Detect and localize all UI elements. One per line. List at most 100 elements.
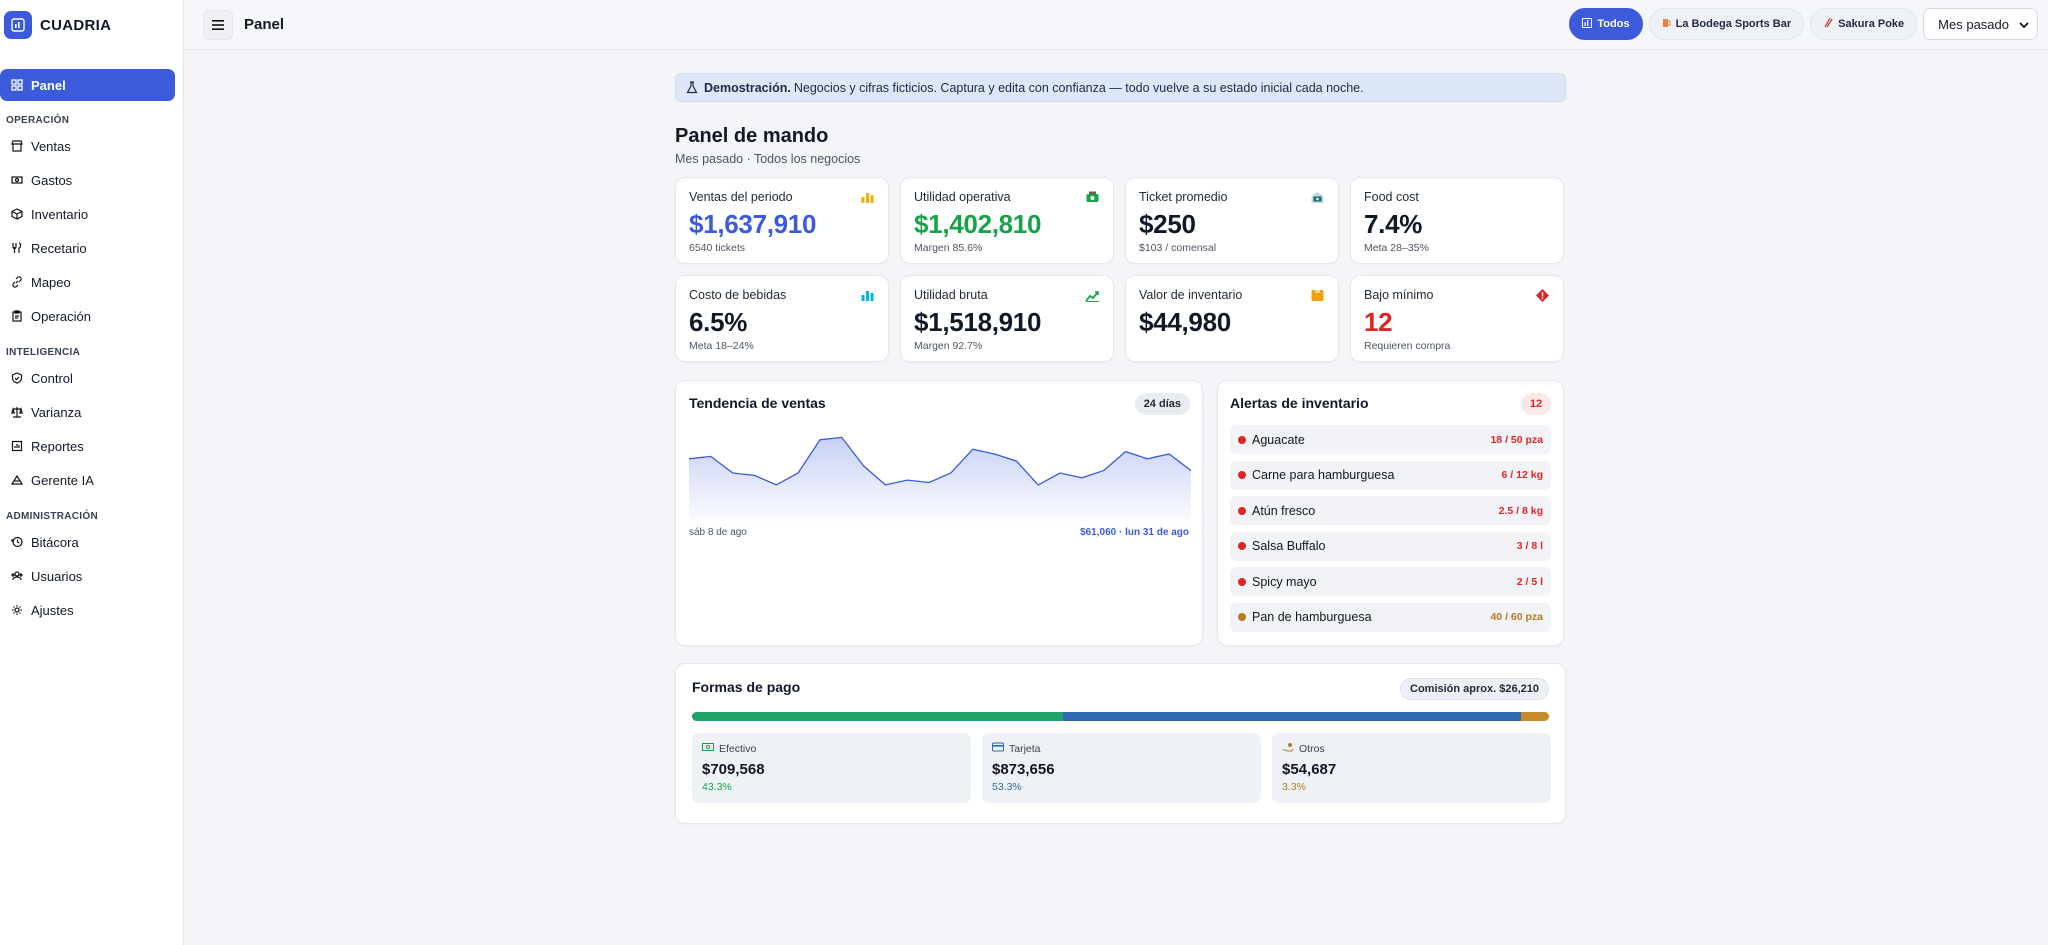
alert-item-amount: 40 / 60 pza xyxy=(1490,611,1543,623)
kpi-label: Valor de inventario xyxy=(1139,288,1243,302)
dashboard-subtitle: Mes pasado · Todos los negocios xyxy=(675,152,861,166)
period-value: Mes pasado xyxy=(1938,16,2009,32)
status-dot xyxy=(1238,577,1246,586)
sidebar-item-label: Usuarios xyxy=(31,568,83,584)
alert-item-name: Spicy mayo xyxy=(1252,574,1317,589)
payment-percent: 3.3% xyxy=(1282,781,1306,793)
sales-trend-chart xyxy=(689,436,1191,521)
payment-label: Efectivo xyxy=(719,742,757,755)
kpi-note: Margen 85.6% xyxy=(914,242,983,254)
payment-percent: 53.3% xyxy=(992,781,1022,793)
kpi-label: Ticket promedio xyxy=(1139,190,1228,204)
sidebar-item-operación[interactable]: Operación xyxy=(0,299,183,333)
banner-strong: Demostración. xyxy=(704,80,791,95)
filter-pill[interactable]: La Bodega Sports Bar xyxy=(1648,8,1805,40)
payment-method-box: Otros $54,687 3.3% xyxy=(1272,733,1551,803)
sales-trend-card: Tendencia de ventas 24 días sáb 8 de ago… xyxy=(675,380,1203,646)
kpi-value: $1,637,910 xyxy=(689,209,817,239)
sidebar-item-reportes[interactable]: Reportes xyxy=(0,429,183,463)
kpi-value: $1,518,910 xyxy=(914,307,1042,337)
payment-percent: 43.3% xyxy=(702,781,732,793)
alert-row[interactable]: Spicy mayo 2 / 5 l xyxy=(1230,567,1551,596)
status-dot xyxy=(1238,613,1246,621)
kpi-card: Costo de bebidas 6.5% Meta 18–24% xyxy=(675,275,889,362)
filter-pill[interactable]: Todos xyxy=(1569,8,1643,40)
dashboard-title: Panel de mando xyxy=(675,125,829,147)
alert-row[interactable]: Salsa Buffalo 3 / 8 l xyxy=(1230,531,1551,561)
period-select[interactable]: Mes pasado xyxy=(1923,8,2038,40)
money-icon xyxy=(10,173,24,187)
trend-area xyxy=(689,437,1191,521)
beer-icon xyxy=(1662,17,1671,31)
kpi-label: Utilidad operativa xyxy=(914,190,1011,204)
sidebar-item-gastos[interactable]: Gastos xyxy=(0,163,183,197)
menu-toggle-button[interactable] xyxy=(203,9,233,40)
trend-end-label: $61,060 · lun 31 de ago xyxy=(1080,527,1189,538)
chevron-down-icon xyxy=(2019,17,2029,32)
sidebar-item-bitácora[interactable]: Bitácora xyxy=(0,525,183,559)
filter-label: Sakura Poke xyxy=(1838,18,1905,30)
kpi-card: Valor de inventario $44,980 xyxy=(1125,275,1339,362)
sidebar-item-gerente-ia[interactable]: Gerente IA xyxy=(0,463,183,497)
nav-section-title: ADMINISTRACIÓN xyxy=(6,511,98,522)
sidebar-item-control[interactable]: Control xyxy=(0,361,183,395)
demo-banner: Demostración. Negocios y cifras ficticio… xyxy=(675,73,1566,102)
warning-icon xyxy=(1535,288,1550,303)
alert-item-name: Aguacate xyxy=(1252,432,1305,447)
kpi-label: Bajo mínimo xyxy=(1364,288,1434,302)
kpi-note: Meta 18–24% xyxy=(689,340,754,352)
topbar: Panel Todos La Bodega Sports Bar Sakura Po… xyxy=(184,0,2048,50)
brand-name: CUADRIA xyxy=(40,16,112,34)
sidebar-item-label: Operación xyxy=(31,308,91,324)
alert-row[interactable]: Carne para hamburguesa 6 / 12 kg xyxy=(1230,460,1551,490)
payment-breakdown: Efectivo $709,568 43.3% Tarjeta $873,656 53.3… xyxy=(692,733,1551,803)
alerts-list: Aguacate 18 / 50 pza Carne para hamburgues… xyxy=(1230,425,1551,632)
chart-icon xyxy=(1582,17,1593,31)
sidebar-item-usuarios[interactable]: Usuarios xyxy=(0,559,183,593)
trend-range-badge[interactable]: 24 días xyxy=(1134,393,1190,415)
sidebar-item-varianza[interactable]: Varianza xyxy=(0,395,183,429)
payment-method-box: Efectivo $709,568 43.3% xyxy=(692,733,971,803)
kpi-label: Utilidad bruta xyxy=(914,288,988,302)
robot-icon xyxy=(10,473,24,487)
shield-icon xyxy=(10,371,24,385)
kpi-card: Food cost 7.4% Meta 28–35% xyxy=(1350,177,1564,264)
brand[interactable]: CUADRIA xyxy=(0,0,183,50)
box-icon xyxy=(10,207,24,221)
sidebar-item-label: Ventas xyxy=(31,138,71,154)
sidebar-item-ajustes[interactable]: Ajustes xyxy=(0,593,183,627)
alert-item-amount: 3 / 8 l xyxy=(1516,540,1543,552)
kpi-value: 12 xyxy=(1364,307,1393,337)
kpi-value: $44,980 xyxy=(1139,307,1231,337)
kpi-value: $1,402,810 xyxy=(914,209,1042,239)
utensils-icon xyxy=(10,241,24,255)
bar-chart-icon xyxy=(860,190,875,205)
sidebar-item-inventario[interactable]: Inventario xyxy=(0,197,183,231)
receipt-icon xyxy=(1310,190,1325,205)
sidebar-item-label: Gerente IA xyxy=(31,472,94,488)
inventory-alerts-card: Alertas de inventario 12 Aguacate 18 / 50… xyxy=(1217,380,1564,646)
filter-pill[interactable]: Sakura Poke xyxy=(1810,8,1918,40)
payment-share-bar xyxy=(692,712,1549,721)
link-icon xyxy=(10,275,24,289)
sidebar-item-recetario[interactable]: Recetario xyxy=(0,231,183,265)
alert-row[interactable]: Pan de hamburguesa 40 / 60 pza xyxy=(1230,602,1551,632)
kpi-card: Ticket promedio $250 $103 / comensal xyxy=(1125,177,1339,264)
scale-icon xyxy=(10,405,24,419)
sidebar-item-label: Ajustes xyxy=(31,602,74,618)
trend-up-icon xyxy=(1085,288,1100,303)
status-dot xyxy=(1238,471,1246,479)
alert-row[interactable]: Aguacate 18 / 50 pza xyxy=(1230,425,1551,454)
sidebar-item-ventas[interactable]: Ventas xyxy=(0,129,183,163)
grid-icon xyxy=(10,78,24,92)
kpi-card: Ventas del periodo $1,637,910 6540 tickets xyxy=(675,177,889,264)
alert-item-name: Salsa Buffalo xyxy=(1252,539,1326,553)
kpi-note: 6540 tickets xyxy=(689,242,746,254)
alert-row[interactable]: Atún fresco 2.5 / 8 kg xyxy=(1230,496,1551,525)
status-dot xyxy=(1238,435,1246,444)
sidebar-item-mapeo[interactable]: Mapeo xyxy=(0,265,183,299)
payments-title: Formas de pago xyxy=(692,679,801,695)
filter-label: La Bodega Sports Bar xyxy=(1675,18,1792,30)
sidebar-item-panel[interactable]: Panel xyxy=(0,69,175,101)
payment-share-segment xyxy=(1520,712,1549,721)
